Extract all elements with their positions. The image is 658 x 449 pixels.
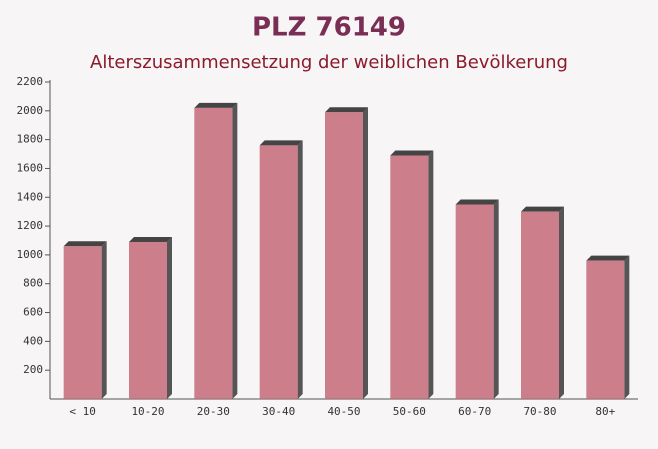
bar	[63, 246, 102, 399]
bar	[325, 112, 363, 399]
x-tick-label: 10-20	[131, 405, 164, 418]
bar-side	[493, 199, 499, 399]
bar-top	[194, 102, 238, 108]
y-tick-label: 2000	[17, 104, 44, 117]
y-tick-label: 400	[23, 334, 43, 347]
bar	[586, 260, 625, 399]
x-tick-label: 80+	[595, 405, 615, 418]
y-tick-label: 800	[23, 277, 43, 290]
bar-side	[624, 255, 630, 399]
bar	[455, 204, 494, 399]
x-tick-label: 60-70	[458, 405, 491, 418]
bar-top	[521, 206, 564, 212]
bar-top	[586, 255, 630, 261]
y-tick-label: 1200	[17, 219, 44, 232]
chart-title: PLZ 76149	[252, 13, 406, 43]
y-tick-label: 1800	[17, 133, 44, 146]
x-tick-label: 40-50	[327, 405, 360, 418]
bar-top	[325, 107, 368, 113]
bar-top	[455, 199, 499, 205]
x-tick-label: 70-80	[523, 405, 556, 418]
y-tick-label: 2200	[17, 75, 44, 88]
bar	[259, 145, 298, 399]
bar-side	[297, 140, 303, 399]
y-tick-label: 1400	[17, 190, 44, 203]
y-tick-label: 1600	[17, 161, 44, 174]
bar-side	[101, 241, 107, 399]
y-tick-label: 200	[23, 363, 43, 376]
x-tick-label: < 10	[69, 405, 96, 418]
bar-side	[232, 102, 238, 399]
bar-top	[259, 140, 303, 146]
bar-side	[428, 150, 434, 399]
bar-top	[63, 241, 107, 247]
bar-top	[129, 236, 172, 242]
y-tick-label: 600	[23, 306, 43, 319]
bar-side	[559, 206, 564, 399]
y-tick-label: 1000	[17, 248, 44, 261]
bar	[390, 155, 429, 399]
bar	[129, 241, 167, 399]
bar-side	[167, 236, 172, 399]
bar	[194, 107, 233, 399]
bar	[521, 211, 559, 399]
x-tick-label: 50-60	[393, 405, 426, 418]
x-tick-label: 20-30	[197, 405, 230, 418]
chart-subtitle: Alterszusammensetzung der weiblichen Bev…	[90, 52, 568, 73]
bar-side	[363, 107, 368, 399]
bar-top	[390, 150, 434, 156]
x-tick-label: 30-40	[262, 405, 295, 418]
